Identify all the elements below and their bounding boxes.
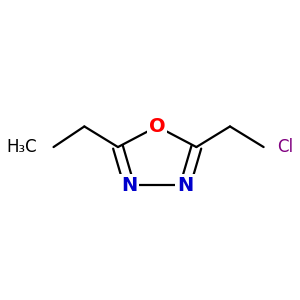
Text: H₃C: H₃C	[6, 138, 37, 156]
Text: N: N	[121, 176, 137, 195]
Text: O: O	[149, 117, 166, 136]
Text: N: N	[177, 176, 193, 195]
Text: Cl: Cl	[278, 138, 294, 156]
